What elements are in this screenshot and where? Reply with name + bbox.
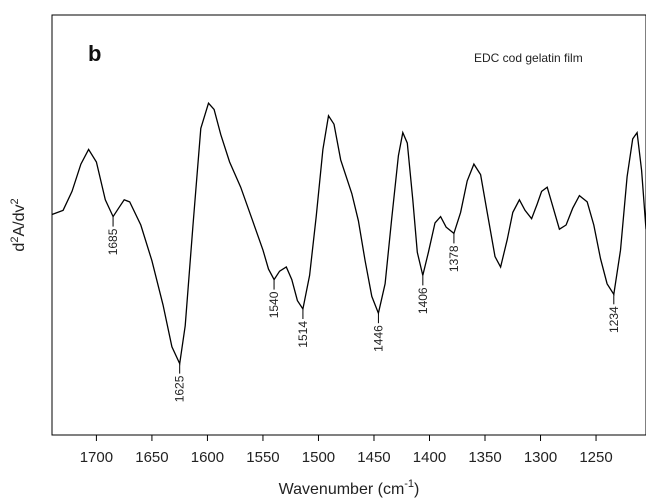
- peak-label: 1514: [296, 321, 310, 348]
- x-axis-ticks: 1700 1650 1600 1550 1500 1450 1400 1350 1300 1250: [80, 435, 613, 466]
- x-tick-label: 1600: [191, 449, 224, 466]
- peak-label: 1446: [371, 325, 385, 352]
- peak-label: 1540: [267, 291, 281, 318]
- legend-annotation: EDC cod gelatin film: [474, 51, 583, 65]
- x-tick-label: 1650: [135, 449, 168, 466]
- y-axis-title: d2A/dv2: [9, 198, 28, 251]
- peak-label: 1406: [416, 287, 430, 314]
- x-tick-label: 1300: [524, 449, 557, 466]
- peak-label: 1234: [607, 306, 621, 333]
- spectrum-line: [51, 101, 646, 366]
- x-tick-label: 1250: [579, 449, 612, 466]
- peak-label: 1625: [173, 375, 187, 402]
- x-tick-label: 1550: [246, 449, 279, 466]
- x-tick-label: 1450: [357, 449, 390, 466]
- peak-labels: 1685 1625 1540 1514 1446 1406 1378 1234: [106, 216, 621, 402]
- x-tick-label: 1500: [302, 449, 335, 466]
- x-tick-label: 1350: [468, 449, 501, 466]
- x-tick-label: 1700: [80, 449, 113, 466]
- plot-frame: [51, 14, 646, 436]
- panel-label: b: [88, 41, 101, 66]
- x-axis-title: Wavenumber (cm-1): [279, 478, 420, 498]
- peak-label: 1685: [106, 228, 120, 255]
- x-tick-label: 1400: [413, 449, 446, 466]
- peak-label: 1378: [447, 245, 461, 272]
